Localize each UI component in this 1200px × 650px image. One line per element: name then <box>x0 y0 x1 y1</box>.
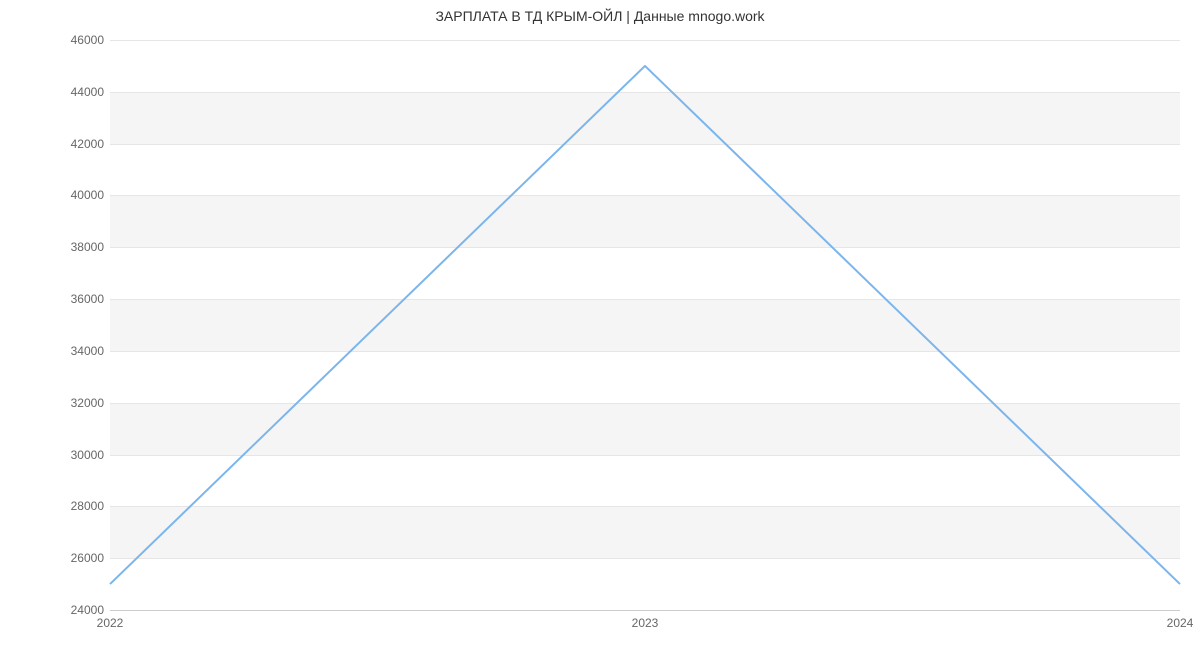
y-tick-label: 42000 <box>71 137 104 151</box>
x-axis-line <box>110 610 1180 611</box>
series-line-salary <box>110 66 1180 584</box>
x-tick-label: 2023 <box>632 616 659 630</box>
y-tick-label: 30000 <box>71 448 104 462</box>
y-tick-label: 26000 <box>71 551 104 565</box>
y-tick-label: 46000 <box>71 33 104 47</box>
y-tick-label: 32000 <box>71 396 104 410</box>
x-tick-label: 2022 <box>97 616 124 630</box>
y-tick-label: 38000 <box>71 240 104 254</box>
y-tick-label: 40000 <box>71 188 104 202</box>
x-tick-label: 2024 <box>1167 616 1194 630</box>
y-tick-label: 28000 <box>71 499 104 513</box>
salary-line-chart: ЗАРПЛАТА В ТД КРЫМ-ОЙЛ | Данные mnogo.wo… <box>0 0 1200 650</box>
y-tick-label: 44000 <box>71 85 104 99</box>
y-tick-label: 34000 <box>71 344 104 358</box>
line-layer <box>110 40 1180 610</box>
y-tick-label: 36000 <box>71 292 104 306</box>
chart-title: ЗАРПЛАТА В ТД КРЫМ-ОЙЛ | Данные mnogo.wo… <box>0 8 1200 24</box>
plot-area: 2400026000280003000032000340003600038000… <box>110 40 1180 610</box>
y-tick-label: 24000 <box>71 603 104 617</box>
